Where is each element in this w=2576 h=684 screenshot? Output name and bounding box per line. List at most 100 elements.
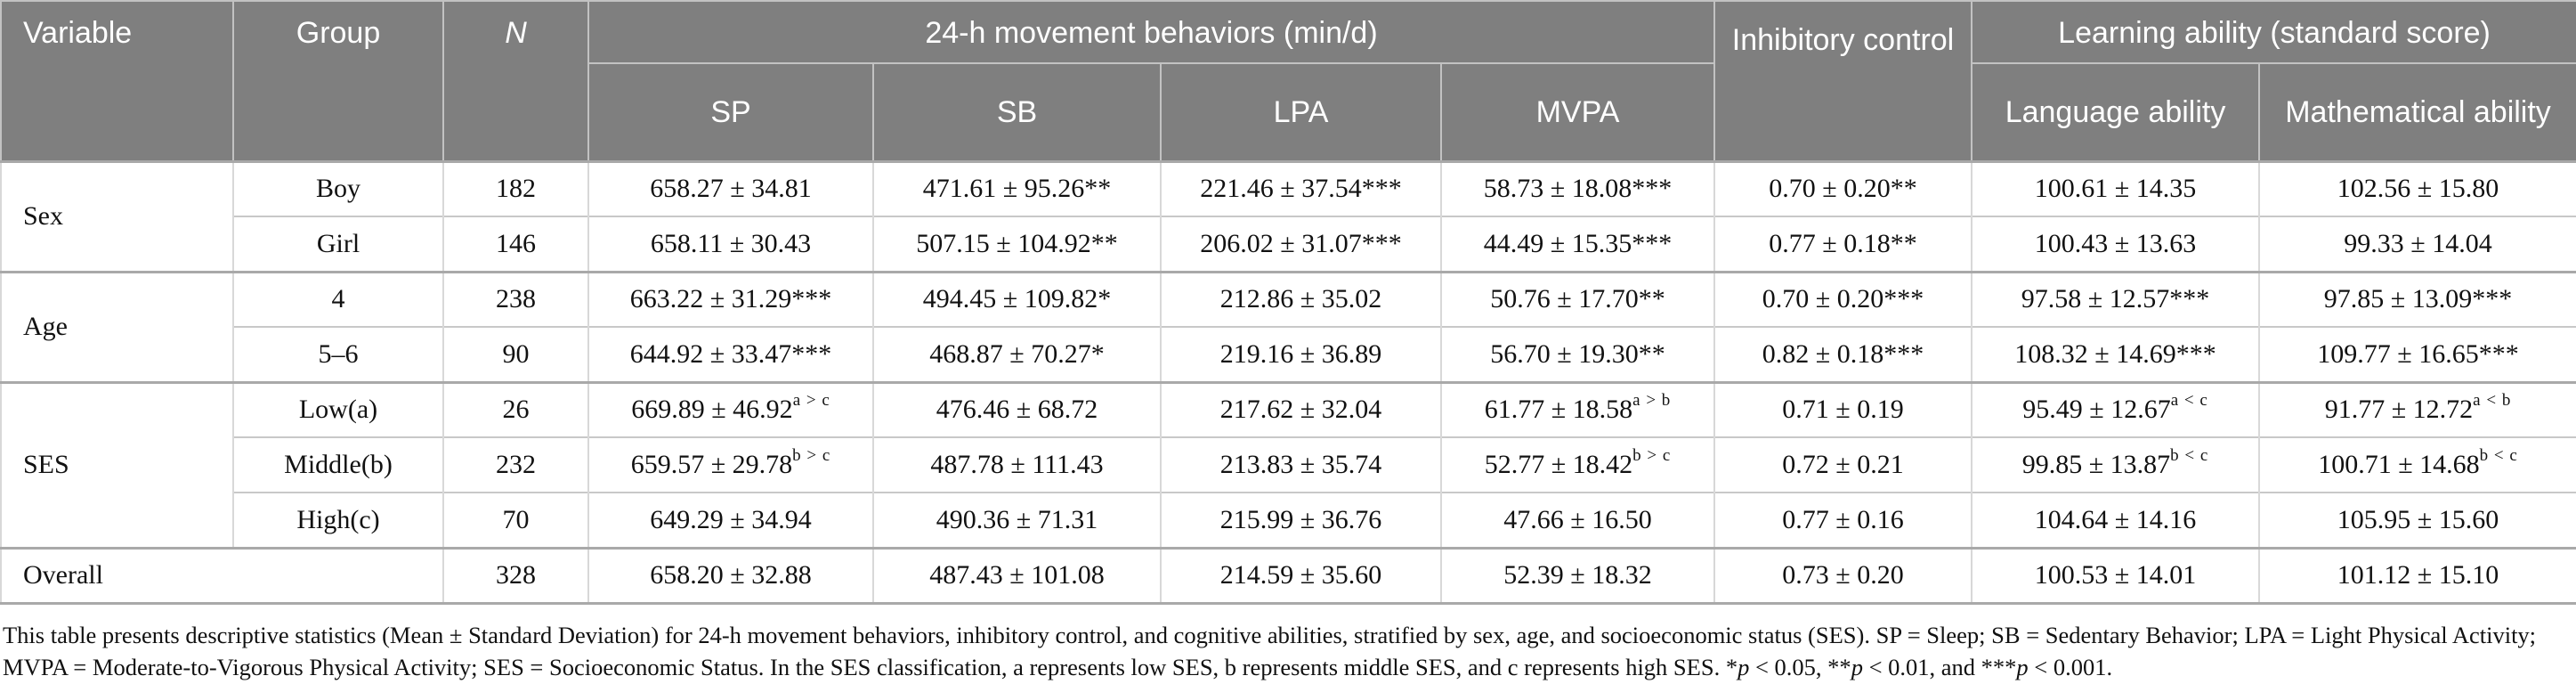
cell-inhibitory: 0.72 ± 0.21 <box>1713 436 1973 493</box>
cell-sp: 669.89 ± 46.92a > c <box>587 380 874 437</box>
col-header-sb: SB <box>872 62 1162 162</box>
cell-sb: 487.78 ± 111.43 <box>872 436 1162 493</box>
cell-lpa: 212.86 ± 35.02 <box>1160 270 1442 327</box>
n-cell: 70 <box>442 492 589 548</box>
table-row: Age 4 238 663.22 ± 31.29*** 494.45 ± 109.82*… <box>0 270 2576 382</box>
cell-mvpa: 56.70 ± 19.30** <box>1439 326 1716 382</box>
variable-cell: Age <box>0 270 234 382</box>
n-cell: 182 <box>442 159 589 216</box>
table-row: Middle(b) 232 659.57 ± 29.78b > c 487.78 ± … <box>1 436 2576 493</box>
col-header-sp: SP <box>587 62 874 162</box>
cell-mvpa: 47.66 ± 16.50 <box>1439 492 1716 548</box>
table-row: High(c) 70 649.29 ± 34.94 490.36 ± 71.31 215… <box>1 492 2576 548</box>
footnote-text: < 0.01, and *** <box>1862 653 2017 680</box>
footnote-italic-p: p <box>1851 653 1863 680</box>
n-cell: 238 <box>442 270 589 327</box>
cell-language: 100.53 ± 14.01 <box>1971 546 2261 605</box>
cell-math: 109.77 ± 16.65*** <box>2258 326 2576 382</box>
table-footnote: This table presents descriptive statisti… <box>0 619 2576 683</box>
group-cell: 4 <box>232 270 444 327</box>
cell-sb: 471.61 ± 95.26** <box>872 159 1162 216</box>
cell-inhibitory: 0.77 ± 0.16 <box>1713 492 1973 548</box>
cell-lpa: 221.46 ± 37.54*** <box>1160 159 1442 216</box>
group-cell: Low(a) <box>232 380 444 437</box>
significance-superscript: a > b <box>1632 391 1672 411</box>
overall-label-cell: Overall <box>0 546 444 605</box>
n-cell: 26 <box>442 380 589 437</box>
col-header-mathematical-ability: Mathematical ability <box>2258 62 2576 162</box>
col-header-mvpa: MVPA <box>1439 62 1716 162</box>
table-body: Sex Boy 182 658.27 ± 34.81 471.61 ± 95.26** 2… <box>0 159 2576 605</box>
group-cell: 5–6 <box>232 326 444 382</box>
cell-sp: 649.29 ± 34.94 <box>587 492 874 548</box>
table-row: SES Low(a) 26 669.89 ± 46.92a > c 476.46 ± 6… <box>0 380 2576 548</box>
cell-inhibitory: 0.77 ± 0.18** <box>1713 216 1973 272</box>
footnote-italic-p: p <box>1738 653 1750 680</box>
n-cell: 232 <box>442 436 589 493</box>
cell-sb: 507.15 ± 104.92** <box>872 216 1162 272</box>
significance-superscript: b > c <box>792 446 831 465</box>
cell-inhibitory: 0.82 ± 0.18*** <box>1713 326 1973 382</box>
table-row-overall: Overall 328 658.20 ± 32.88 487.43 ± 101.08 2… <box>0 546 2576 605</box>
cell-math: 99.33 ± 14.04 <box>2258 216 2576 272</box>
variable-cell: Sex <box>0 159 234 272</box>
significance-superscript: a > c <box>792 391 830 411</box>
cell-sb: 490.36 ± 71.31 <box>872 492 1162 548</box>
cell-lpa: 214.59 ± 35.60 <box>1160 546 1442 605</box>
col-header-lpa: LPA <box>1160 62 1442 162</box>
cell-math: 97.85 ± 13.09*** <box>2258 270 2576 327</box>
cell-sp: 644.92 ± 33.47*** <box>587 326 874 382</box>
cell-math: 102.56 ± 15.80 <box>2258 159 2576 216</box>
cell-lpa: 219.16 ± 36.89 <box>1160 326 1442 382</box>
footnote-text: < 0.05, ** <box>1749 653 1851 680</box>
cell-language: 100.43 ± 13.63 <box>1971 216 2261 272</box>
n-cell: 90 <box>442 326 589 382</box>
n-cell: 328 <box>442 546 589 605</box>
cell-sp: 658.11 ± 30.43 <box>587 216 874 272</box>
cell-language: 97.58 ± 12.57*** <box>1971 270 2261 327</box>
cell-sb: 494.45 ± 109.82* <box>872 270 1162 327</box>
cell-language: 95.49 ± 12.67a < c <box>1971 380 2261 437</box>
cell-mvpa: 52.77 ± 18.42b > c <box>1439 436 1716 493</box>
cell-math: 105.95 ± 15.60 <box>2258 492 2576 548</box>
col-header-inhibitory-control: Inhibitory control <box>1713 0 1973 162</box>
group-cell: Middle(b) <box>232 436 444 493</box>
cell-sb: 487.43 ± 101.08 <box>872 546 1162 605</box>
cell-math: 91.77 ± 12.72a < b <box>2258 380 2576 437</box>
cell-mvpa: 61.77 ± 18.58a > b <box>1439 380 1716 437</box>
footnote-line-1: This table presents descriptive statisti… <box>3 619 2576 651</box>
header-row-1: Variable Group N 24-h movement behaviors… <box>0 0 2576 162</box>
footnote-text: This table presents descriptive statisti… <box>3 621 2537 648</box>
cell-language: 100.61 ± 14.35 <box>1971 159 2261 216</box>
cell-language: 99.85 ± 13.87b < c <box>1971 436 2261 493</box>
cell-mvpa: 58.73 ± 18.08*** <box>1439 159 1716 216</box>
significance-superscript: b > c <box>1632 446 1672 465</box>
cell-lpa: 213.83 ± 35.74 <box>1160 436 1442 493</box>
cell-mvpa: 50.76 ± 17.70** <box>1439 270 1716 327</box>
cell-mvpa: 44.49 ± 15.35*** <box>1439 216 1716 272</box>
cell-sp: 663.22 ± 31.29*** <box>587 270 874 327</box>
table-row: 5–6 90 644.92 ± 33.47*** 468.87 ± 70.27* 219… <box>1 326 2576 382</box>
col-header-n: N <box>442 0 589 162</box>
table-row: Sex Boy 182 658.27 ± 34.81 471.61 ± 95.26** 2… <box>0 159 2576 272</box>
cell-math: 101.12 ± 15.10 <box>2258 546 2576 605</box>
footnote-italic-p: p <box>2016 653 2029 680</box>
cell-language: 108.32 ± 14.69*** <box>1971 326 2261 382</box>
significance-superscript: b < c <box>2170 446 2209 465</box>
table-header: Variable Group N 24-h movement behaviors… <box>0 0 2576 162</box>
cell-sb: 476.46 ± 68.72 <box>872 380 1162 437</box>
variable-cell: SES <box>0 380 234 548</box>
group-cell: High(c) <box>232 492 444 548</box>
descriptive-statistics-table: Variable Group N 24-h movement behaviors… <box>0 0 2576 605</box>
significance-superscript: b < c <box>2479 446 2518 465</box>
col-header-language-ability: Language ability <box>1971 62 2261 162</box>
cell-math: 100.71 ± 14.68b < c <box>2258 436 2576 493</box>
table-row: Girl 146 658.11 ± 30.43 507.15 ± 104.92** 20… <box>1 216 2576 272</box>
cell-language: 104.64 ± 14.16 <box>1971 492 2261 548</box>
col-header-variable: Variable <box>0 0 234 162</box>
footnote-line-2: MVPA = Moderate-to-Vigorous Physical Act… <box>3 651 2576 683</box>
cell-inhibitory: 0.70 ± 0.20*** <box>1713 270 1973 327</box>
cell-sp: 658.27 ± 34.81 <box>587 159 874 216</box>
footnote-text: < 0.001. <box>2028 653 2113 680</box>
cell-sp: 659.57 ± 29.78b > c <box>587 436 874 493</box>
